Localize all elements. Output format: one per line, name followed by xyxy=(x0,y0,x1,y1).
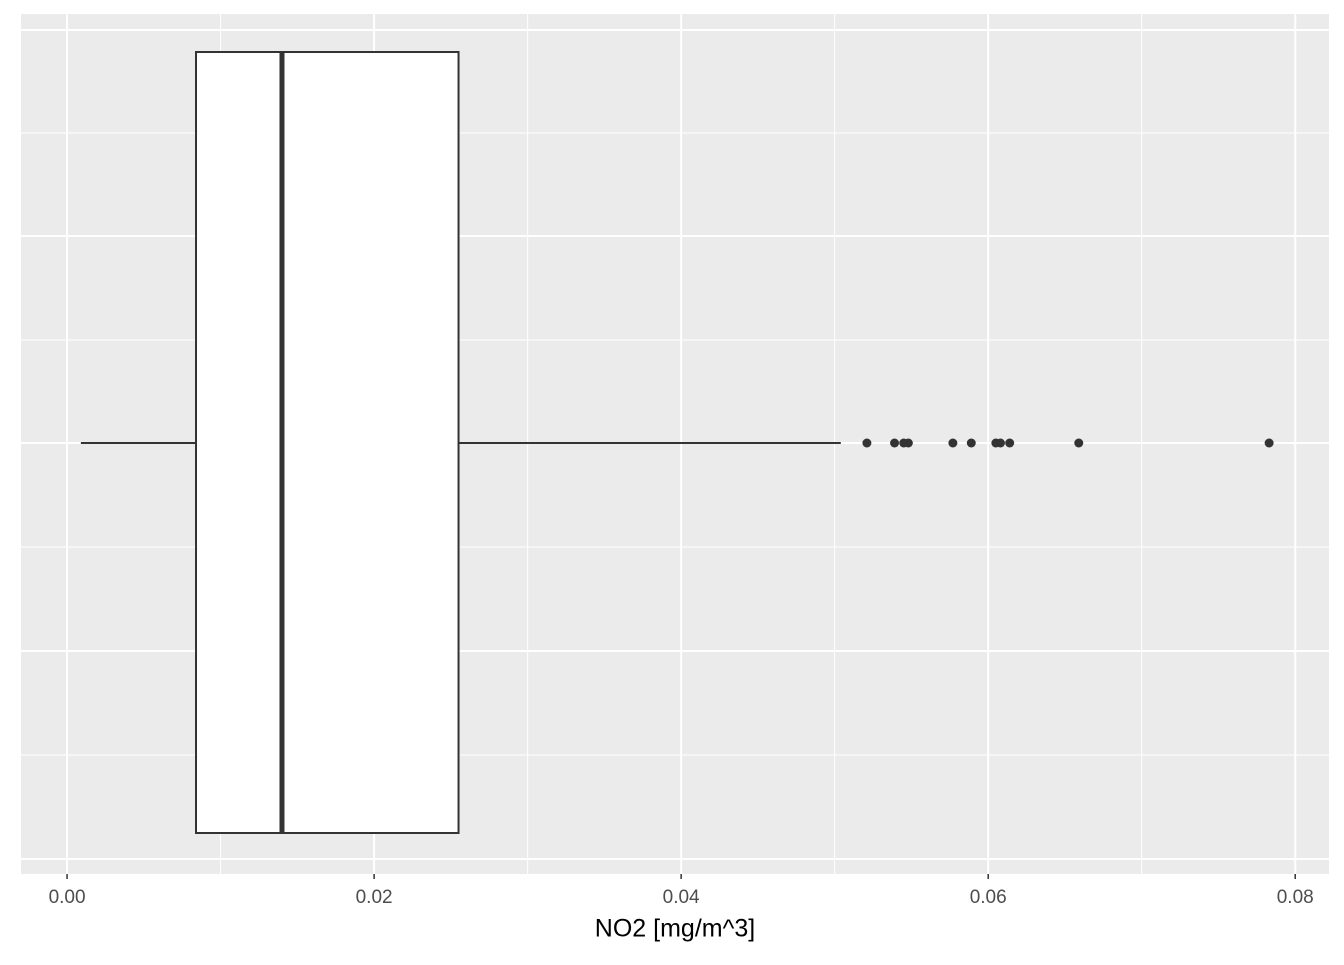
outlier xyxy=(1264,438,1274,448)
outlier xyxy=(995,438,1005,448)
x-tick-label: 0.08 xyxy=(1277,887,1314,908)
outlier xyxy=(1074,438,1084,448)
x-tick-label: 0.02 xyxy=(356,887,393,908)
outlier xyxy=(966,438,976,448)
x-tick-label: 0.04 xyxy=(663,887,700,908)
outlier xyxy=(1005,438,1015,448)
x-tick-label: 0.06 xyxy=(970,887,1007,908)
outlier xyxy=(890,438,900,448)
x-tick-label: 0.00 xyxy=(49,887,86,908)
outlier xyxy=(903,438,913,448)
outlier xyxy=(862,438,872,448)
outlier xyxy=(948,438,958,448)
x-axis-title: NO2 [mg/m^3] xyxy=(595,915,755,943)
box xyxy=(195,51,460,834)
